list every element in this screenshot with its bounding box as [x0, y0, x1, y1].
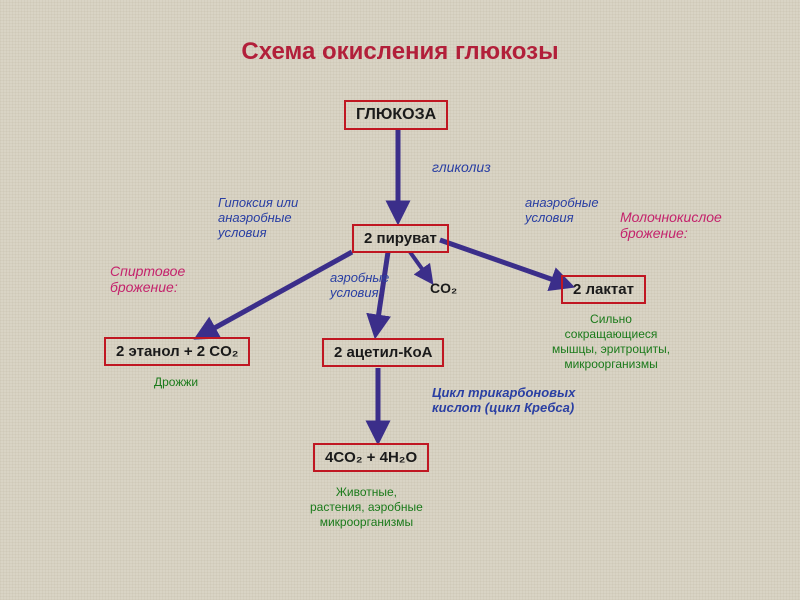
node-pyruvate: 2 пируват [352, 224, 449, 253]
node-ethanol: 2 этанол + 2 CO₂ [104, 337, 250, 366]
diagram-title: Схема окисления глюкозы [0, 38, 800, 66]
edge-label-hypoxia: Гипоксия илианаэробныеусловия [218, 195, 298, 240]
edge-label-aerobic: аэробныеусловия [330, 270, 389, 300]
label-lactic-fermentation: Молочнокислоеброжение: [620, 209, 722, 241]
annotation-muscles: Сильносокращающиесямышцы, эритроциты,мик… [552, 312, 670, 372]
annotation-yeast: Дрожжи [154, 375, 198, 390]
node-glucose: ГЛЮКОЗА [344, 100, 448, 130]
edge-label-glycolysis: гликолиз [432, 159, 491, 175]
edge-label-anaerobic-right: анаэробныеусловия [525, 195, 599, 225]
label-co2: CO₂ [430, 280, 457, 296]
label-alcoholic-fermentation: Спиртовоеброжение: [110, 263, 185, 295]
node-final: 4CO₂ + 4H₂O [313, 443, 429, 472]
edge-label-krebs: Цикл трикарбоновыхкислот (цикл Кребса) [432, 385, 575, 415]
node-acetyl: 2 ацетил-КоА [322, 338, 444, 367]
node-lactate: 2 лактат [561, 275, 646, 304]
annotation-animals: Животные,растения, аэробныемикроорганизм… [310, 485, 423, 530]
